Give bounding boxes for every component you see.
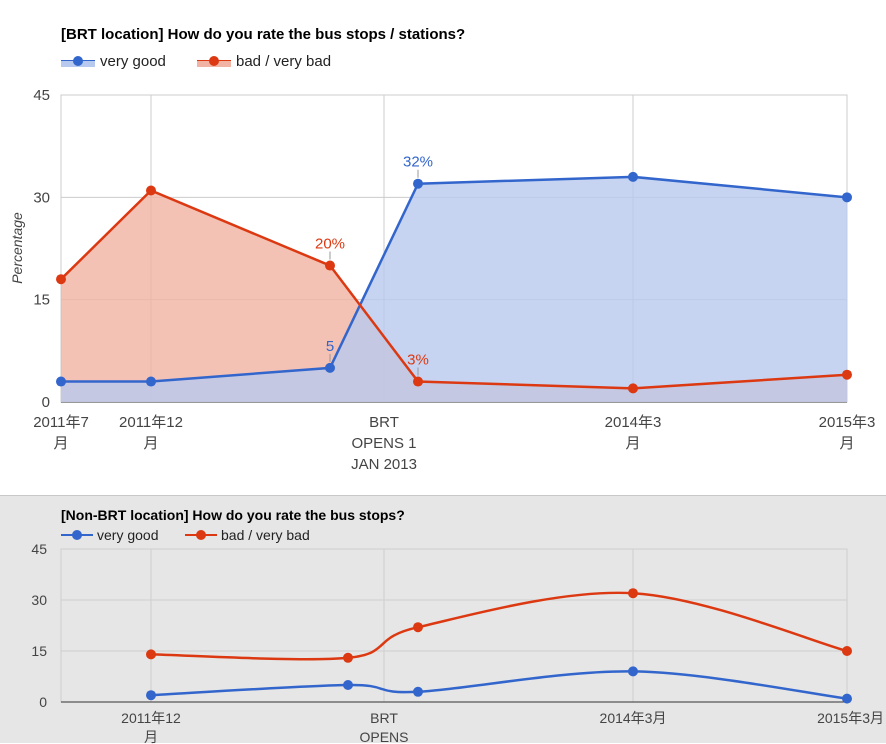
x-tick-label: 2015年3 [819,414,876,431]
point-very-good[interactable] [146,690,156,701]
point-bad[interactable] [628,383,638,394]
x-tick-label: 月 [839,435,854,452]
area-bad [61,190,847,402]
x-tick-label: BRT [370,710,398,726]
x-tick-label: 2014年3月 [600,710,667,726]
point-very-good[interactable] [146,376,156,387]
point-bad[interactable] [325,260,335,271]
data-label-very-good: 5 [326,338,334,355]
point-very-good[interactable] [56,376,66,387]
point-bad[interactable] [628,588,638,599]
legend: very good bad / very bad [61,53,331,70]
x-tick-label: 月 [144,729,158,744]
legend-marker-very-good [72,530,82,540]
series-points [56,171,852,394]
point-bad[interactable] [842,369,852,380]
x-tick-label: JAN 2013 [351,456,417,473]
y-axis-ticks: 0 15 30 45 [31,541,47,710]
x-tick-label: BRT [369,414,399,431]
grid [60,548,848,703]
non-brt-line-chart: [Non-BRT location] How do you rate the b… [31,507,884,744]
brt-area-chart: [BRT location] How do you rate the bus s… [9,26,875,473]
legend-marker-bad [196,530,206,540]
x-tick-label: OPENS 1 [351,435,416,452]
y-tick-label: 0 [42,394,50,411]
point-bad[interactable] [842,646,852,656]
x-tick-label: 月 [625,435,640,452]
series-lines [60,175,848,390]
y-axis-ticks: 0 15 30 45 [33,87,50,411]
point-bad[interactable] [343,652,353,663]
point-very-good[interactable] [413,178,423,189]
brt-chart-panel: [BRT location] How do you rate the bus s… [9,26,876,473]
x-tick-label: 2011年12 [121,710,181,726]
point-very-good[interactable] [343,680,353,690]
point-bad[interactable] [146,185,156,196]
y-tick-label: 45 [33,87,50,104]
data-labels: 5 32% 20% 3% [315,154,433,376]
data-label-bad: 3% [407,352,429,369]
line-very-good [61,175,848,383]
x-axis-ticks: 2011年7 月 2011年12 月 BRT OPENS 1 JAN 2013 2014年3 月… [33,414,875,473]
legend-marker-very-good [73,56,83,66]
point-very-good[interactable] [325,362,335,373]
non-brt-chart-panel: [Non-BRT location] How do you rate the b… [0,495,886,744]
point-bad[interactable] [146,649,156,660]
y-tick-label: 30 [31,592,47,608]
point-bad[interactable] [56,274,66,285]
x-tick-label: 月 [53,435,68,452]
point-very-good[interactable] [842,192,852,203]
series-areas [61,176,847,402]
area-very-good [61,176,847,402]
point-very-good[interactable] [413,686,423,697]
y-tick-label: 0 [39,694,47,710]
line-very-good [150,670,848,700]
x-tick-label: 2011年12 [119,414,183,431]
y-tick-label: 45 [31,541,47,557]
x-axis-ticks: 2011年12 月 BRT OPENS 2014年3月 2015年3月 [121,710,884,744]
legend: very good bad / very bad [61,527,310,543]
y-axis-title: Percentage [9,212,25,284]
data-label-very-good: 32% [403,154,433,171]
chart-title: [BRT location] How do you rate the bus s… [61,26,465,43]
legend-label-bad: bad / very bad [236,53,331,70]
point-very-good[interactable] [628,666,638,677]
line-bad [150,591,848,661]
x-tick-label: OPENS [359,729,408,744]
line-bad [60,189,848,390]
y-tick-label: 15 [33,292,50,309]
point-very-good[interactable] [842,693,852,704]
chart-title: [Non-BRT location] How do you rate the b… [61,507,405,523]
legend-label-very-good: very good [97,527,158,543]
x-tick-label: 月 [143,435,158,452]
point-bad[interactable] [413,376,423,387]
point-very-good[interactable] [628,171,638,182]
legend-label-bad: bad / very bad [221,527,310,543]
point-bad[interactable] [413,622,423,633]
x-tick-label: 2014年3 [605,414,662,431]
legend-label-very-good: very good [100,53,166,70]
y-tick-label: 15 [31,643,47,659]
x-tick-label: 2015年3月 [817,710,884,726]
legend-marker-bad [209,56,219,66]
series-lines [150,591,848,700]
x-tick-label: 2011年7 [33,414,89,431]
series-points [146,588,852,704]
y-tick-label: 30 [33,189,50,206]
data-label-bad: 20% [315,236,345,253]
